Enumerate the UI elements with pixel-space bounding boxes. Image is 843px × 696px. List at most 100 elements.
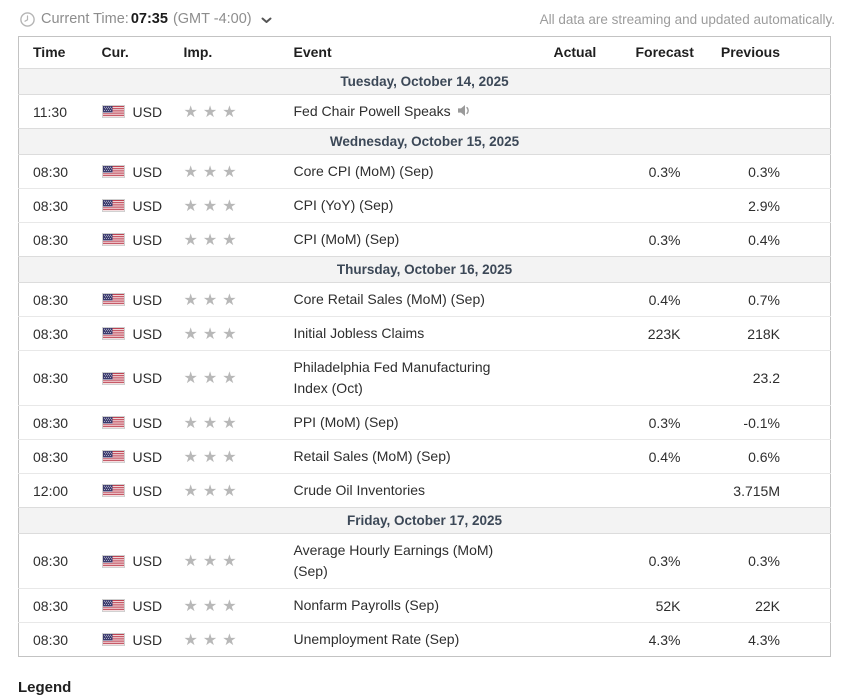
current-time-selector[interactable]: Current Time: 07:35 (GMT -4:00)	[20, 11, 272, 27]
star-icon: ★	[222, 414, 237, 432]
currency-cell: USD	[101, 282, 184, 317]
actual-cell	[553, 350, 636, 406]
speaker-icon[interactable]	[457, 104, 471, 117]
currency-code: USD	[132, 103, 163, 120]
currency-code: USD	[132, 325, 163, 342]
event-name[interactable]: Fed Chair Powell Speaks	[293, 103, 451, 119]
us-flag-icon	[101, 371, 125, 385]
us-flag-icon	[101, 199, 125, 212]
event-name[interactable]: CPI (YoY) (Sep)	[293, 197, 394, 213]
event-row[interactable]: 08:30 USD ★ ★ ★ Unemployment Rate (Sep) 4.3% 4…	[18, 622, 831, 657]
actual-cell	[553, 188, 636, 223]
previous-cell: 0.3%	[720, 154, 831, 189]
currency-cell: USD	[101, 94, 184, 129]
event-row[interactable]: 08:30 USD ★ ★ ★ Core CPI (MoM) (Sep) 0.3% 0.3%	[18, 154, 831, 189]
star-icon: ★	[202, 553, 218, 570]
event-row[interactable]: 12:00 USD ★ ★ ★ Crude Oil Inventories 3.715M	[18, 473, 831, 508]
currency-cell: USD	[101, 188, 184, 223]
event-row[interactable]: 11:30 USD ★ ★ ★ Fed Chair Powell Speaks	[18, 94, 831, 129]
event-row[interactable]: 08:30 USD ★ ★ ★ CPI (MoM) (Sep) 0.3% 0.4%	[18, 222, 831, 257]
event-name[interactable]: PPI (MoM) (Sep)	[293, 414, 399, 430]
timezone-label: (GMT -4:00)	[172, 11, 252, 27]
currency-cell: USD	[101, 222, 184, 257]
forecast-cell	[635, 188, 721, 223]
event-row[interactable]: 08:30 USD ★ ★ ★ CPI (YoY) (Sep) 2.9%	[18, 188, 831, 223]
star-icon: ★	[183, 103, 198, 121]
importance-stars: ★ ★ ★	[183, 154, 294, 189]
event-row[interactable]: 08:30 USD ★ ★ ★ Core Retail Sales (MoM) (Sep…	[18, 282, 831, 317]
event-row[interactable]: 08:30 USD ★ ★ ★ Retail Sales (MoM) (Sep) 0.4%…	[18, 439, 831, 474]
event-name[interactable]: Initial Jobless Claims	[293, 325, 425, 341]
time-cell: 08:30	[18, 439, 102, 474]
event-row[interactable]: 08:30 USD ★ ★ ★ Average Hourly Earnings (MoM…	[18, 533, 831, 589]
actual-cell	[553, 588, 636, 623]
time-cell: 12:00	[18, 473, 102, 508]
star-icon: ★	[222, 163, 237, 181]
date-label: Tuesday, October 14, 2025	[18, 68, 831, 95]
time-cell: 08:30	[18, 622, 102, 657]
previous-cell: 0.3%	[720, 533, 831, 589]
importance-stars: ★ ★ ★	[183, 473, 294, 508]
actual-cell	[553, 94, 636, 129]
importance-stars: ★ ★ ★	[183, 533, 294, 589]
time-cell: 08:30	[18, 222, 102, 257]
star-icon: ★	[222, 553, 237, 570]
star-icon: ★	[202, 163, 218, 181]
column-header-imp: Imp.	[183, 44, 213, 60]
star-icon: ★	[202, 103, 218, 121]
clock-icon	[20, 11, 35, 27]
event-name[interactable]: Unemployment Rate (Sep)	[293, 631, 460, 647]
currency-code: USD	[132, 631, 163, 648]
currency-code: USD	[132, 231, 163, 248]
chevron-down-icon[interactable]	[261, 17, 272, 24]
time-cell: 08:30	[18, 282, 102, 317]
event-name[interactable]: CPI (MoM) (Sep)	[293, 231, 400, 247]
actual-cell	[553, 533, 636, 589]
importance-stars: ★ ★ ★	[183, 222, 294, 257]
event-cell: Initial Jobless Claims	[293, 316, 554, 351]
event-cell: Unemployment Rate (Sep)	[293, 622, 554, 657]
event-row[interactable]: 08:30 USD ★ ★ ★ Initial Jobless Claims 223K 21…	[18, 316, 831, 351]
event-name[interactable]: Retail Sales (MoM) (Sep)	[293, 448, 451, 464]
date-row: Thursday, October 16, 2025	[18, 256, 831, 283]
event-row[interactable]: 08:30 USD ★ ★ ★ Nonfarm Payrolls (Sep) 52K 22K	[18, 588, 831, 623]
previous-cell: 218K	[720, 316, 831, 351]
event-cell: Fed Chair Powell Speaks	[293, 94, 554, 129]
event-row[interactable]: 08:30 USD ★ ★ ★ PPI (MoM) (Sep) 0.3% -0.1%	[18, 405, 831, 440]
star-icon: ★	[183, 597, 198, 615]
star-icon: ★	[202, 231, 218, 249]
event-cell: Crude Oil Inventories	[293, 473, 554, 508]
actual-cell	[553, 316, 636, 351]
previous-cell: 3.715M	[720, 473, 831, 508]
forecast-cell	[635, 350, 721, 406]
importance-stars: ★ ★ ★	[183, 282, 294, 317]
forecast-cell: 0.4%	[635, 282, 721, 317]
currency-cell: USD	[101, 316, 184, 351]
event-row[interactable]: 08:30 USD ★ ★ ★ Philadelphia Fed Manufacturi…	[18, 350, 831, 406]
event-name[interactable]: Core Retail Sales (MoM) (Sep)	[293, 291, 485, 307]
star-icon: ★	[222, 231, 237, 249]
star-icon: ★	[183, 448, 198, 466]
event-name[interactable]: Philadelphia Fed Manufacturing Index (Oc…	[293, 359, 491, 396]
star-icon: ★	[183, 231, 198, 249]
event-name[interactable]: Nonfarm Payrolls (Sep)	[293, 597, 440, 613]
event-name[interactable]: Average Hourly Earnings (MoM) (Sep)	[293, 542, 494, 579]
time-cell: 08:30	[18, 533, 102, 589]
date-label: Wednesday, October 15, 2025	[18, 128, 831, 155]
event-cell: Core Retail Sales (MoM) (Sep)	[293, 282, 554, 317]
star-icon: ★	[222, 448, 237, 466]
star-icon: ★	[222, 370, 237, 387]
importance-stars: ★ ★ ★	[183, 622, 294, 657]
event-cell: Nonfarm Payrolls (Sep)	[293, 588, 554, 623]
date-row: Friday, October 17, 2025	[18, 507, 831, 534]
importance-stars: ★ ★ ★	[183, 588, 294, 623]
time-cell: 08:30	[18, 405, 102, 440]
us-flag-icon	[101, 105, 125, 118]
importance-stars: ★ ★ ★	[183, 94, 294, 129]
star-icon: ★	[222, 325, 237, 343]
event-name[interactable]: Core CPI (MoM) (Sep)	[293, 163, 434, 179]
forecast-cell	[635, 94, 721, 129]
star-icon: ★	[222, 597, 237, 615]
event-name[interactable]: Crude Oil Inventories	[293, 482, 426, 498]
currency-cell: USD	[101, 439, 184, 474]
